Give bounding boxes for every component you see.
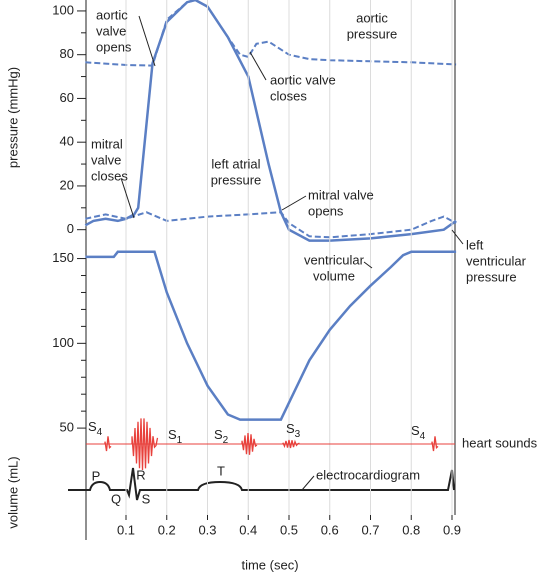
annotation: aortic bbox=[96, 7, 128, 22]
series-line bbox=[85, 250, 457, 421]
x-tick-label: 0.6 bbox=[321, 522, 339, 537]
annotation: aortic valve bbox=[270, 72, 336, 87]
heart-sound-label: S1 bbox=[168, 427, 183, 445]
label-sub: 4 bbox=[97, 427, 103, 438]
ecg-label: Q bbox=[111, 491, 121, 506]
y-tick-label: 80 bbox=[60, 46, 74, 61]
label-base: S bbox=[88, 419, 97, 434]
leader-line bbox=[138, 15, 156, 67]
ecg-label: P bbox=[92, 468, 101, 483]
annotation: electrocardiogram bbox=[316, 467, 420, 482]
y-tick-label: 100 bbox=[52, 335, 74, 350]
annotation: left bbox=[466, 237, 484, 252]
x-axis-label: time (sec) bbox=[241, 557, 298, 572]
series-line bbox=[84, 0, 457, 242]
heart-sound-burst bbox=[241, 433, 258, 455]
x-tick-label: 0.4 bbox=[239, 522, 257, 537]
x-tick-label: 0.3 bbox=[198, 522, 216, 537]
y-tick-label: 40 bbox=[60, 134, 74, 149]
ecg-trace bbox=[68, 467, 455, 501]
y-tick-label: 150 bbox=[52, 250, 74, 265]
heart-sound-label: S4 bbox=[411, 423, 426, 441]
series-line bbox=[85, 0, 457, 67]
annotation: ventricular bbox=[466, 253, 527, 268]
x-tick-label: 0.9 bbox=[443, 522, 461, 537]
heart-sound-burst bbox=[282, 439, 300, 449]
y-tick-label: 0 bbox=[67, 221, 74, 236]
ecg-label: R bbox=[136, 467, 145, 482]
y-tick-label: 20 bbox=[60, 177, 74, 192]
heart-sound-burst bbox=[104, 436, 112, 452]
label-base: S bbox=[286, 421, 295, 436]
y-tick-label: 50 bbox=[60, 420, 74, 435]
label-sub: 3 bbox=[295, 429, 301, 440]
leader-line bbox=[363, 261, 373, 269]
annotation: closes bbox=[91, 168, 128, 183]
label-sub: 2 bbox=[223, 435, 229, 446]
x-tick-label: 0.7 bbox=[361, 522, 379, 537]
y-axis-label: volume (mL) bbox=[5, 456, 20, 528]
label-base: S bbox=[411, 423, 420, 438]
label-base: S bbox=[214, 427, 223, 442]
annotation: pressure bbox=[466, 269, 517, 284]
heart-sound-burst bbox=[131, 418, 159, 471]
annotation: valve bbox=[96, 23, 126, 38]
leader-line bbox=[120, 177, 135, 219]
heart-sound-label: S2 bbox=[214, 427, 229, 445]
leader-line bbox=[451, 229, 464, 245]
annotation: valve bbox=[91, 152, 121, 167]
annotation: mitral bbox=[91, 136, 123, 151]
annotation: aortic bbox=[356, 10, 388, 25]
annotation: heart sounds bbox=[462, 435, 538, 450]
x-tick-label: 0.2 bbox=[158, 522, 176, 537]
leader-line bbox=[281, 195, 307, 211]
label-base: S bbox=[168, 427, 177, 442]
series-line bbox=[85, 211, 457, 239]
heart-sound-label: S4 bbox=[88, 419, 103, 437]
x-tick-label: 0.1 bbox=[117, 522, 135, 537]
annotation: volume bbox=[313, 268, 355, 283]
leader-line bbox=[249, 51, 267, 81]
y-tick-label: 100 bbox=[52, 2, 74, 17]
x-tick-label: 0.8 bbox=[402, 522, 420, 537]
annotation: pressure bbox=[211, 172, 262, 187]
y-axis-label: pressure (mmHg) bbox=[5, 67, 20, 168]
annotation: mitral valve bbox=[308, 187, 374, 202]
y-tick-label: 60 bbox=[60, 90, 74, 105]
ecg-label: T bbox=[217, 463, 225, 478]
x-tick-label: 0.5 bbox=[280, 522, 298, 537]
ecg-label: S bbox=[142, 491, 151, 506]
heart-sound-burst bbox=[431, 436, 439, 452]
annotation: left atrial bbox=[211, 156, 260, 171]
annotation: opens bbox=[96, 39, 132, 54]
heart-sound-label: S3 bbox=[286, 421, 301, 439]
leader-line bbox=[301, 475, 315, 491]
label-sub: 4 bbox=[420, 431, 426, 442]
annotation: closes bbox=[270, 88, 307, 103]
annotation: ventricular bbox=[304, 252, 365, 267]
label-sub: 1 bbox=[177, 435, 183, 446]
annotation: pressure bbox=[347, 26, 398, 41]
annotation: opens bbox=[308, 203, 344, 218]
